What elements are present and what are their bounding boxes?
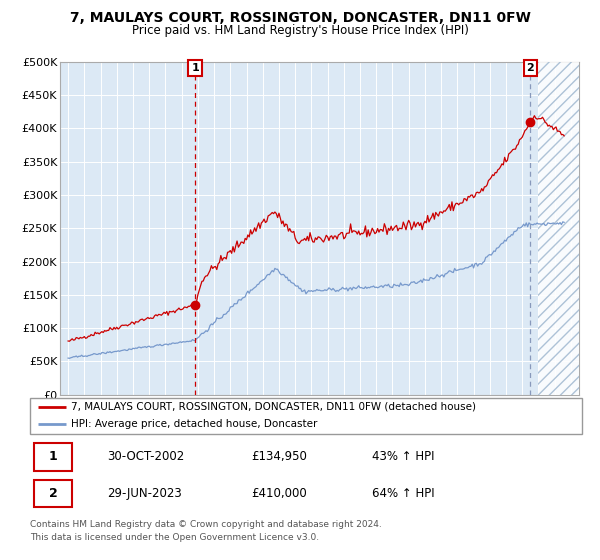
FancyBboxPatch shape [30, 398, 582, 434]
FancyBboxPatch shape [34, 480, 72, 507]
Text: 1: 1 [49, 450, 58, 464]
Text: This data is licensed under the Open Government Licence v3.0.: This data is licensed under the Open Gov… [30, 533, 319, 542]
Text: 43% ↑ HPI: 43% ↑ HPI [372, 450, 435, 464]
Text: 2: 2 [49, 487, 58, 500]
FancyBboxPatch shape [34, 444, 72, 470]
Text: Contains HM Land Registry data © Crown copyright and database right 2024.: Contains HM Land Registry data © Crown c… [30, 520, 382, 529]
Text: 7, MAULAYS COURT, ROSSINGTON, DONCASTER, DN11 0FW (detached house): 7, MAULAYS COURT, ROSSINGTON, DONCASTER,… [71, 402, 476, 412]
Text: £410,000: £410,000 [251, 487, 307, 500]
Text: 1: 1 [191, 63, 199, 73]
Text: Price paid vs. HM Land Registry's House Price Index (HPI): Price paid vs. HM Land Registry's House … [131, 24, 469, 36]
Text: HPI: Average price, detached house, Doncaster: HPI: Average price, detached house, Donc… [71, 419, 318, 429]
Bar [538, 62, 579, 395]
Text: 7, MAULAYS COURT, ROSSINGTON, DONCASTER, DN11 0FW: 7, MAULAYS COURT, ROSSINGTON, DONCASTER,… [70, 11, 530, 25]
Text: 29-JUN-2023: 29-JUN-2023 [107, 487, 182, 500]
Text: 64% ↑ HPI: 64% ↑ HPI [372, 487, 435, 500]
Text: 30-OCT-2002: 30-OCT-2002 [107, 450, 185, 464]
Text: £134,950: £134,950 [251, 450, 307, 464]
Text: 2: 2 [526, 63, 534, 73]
